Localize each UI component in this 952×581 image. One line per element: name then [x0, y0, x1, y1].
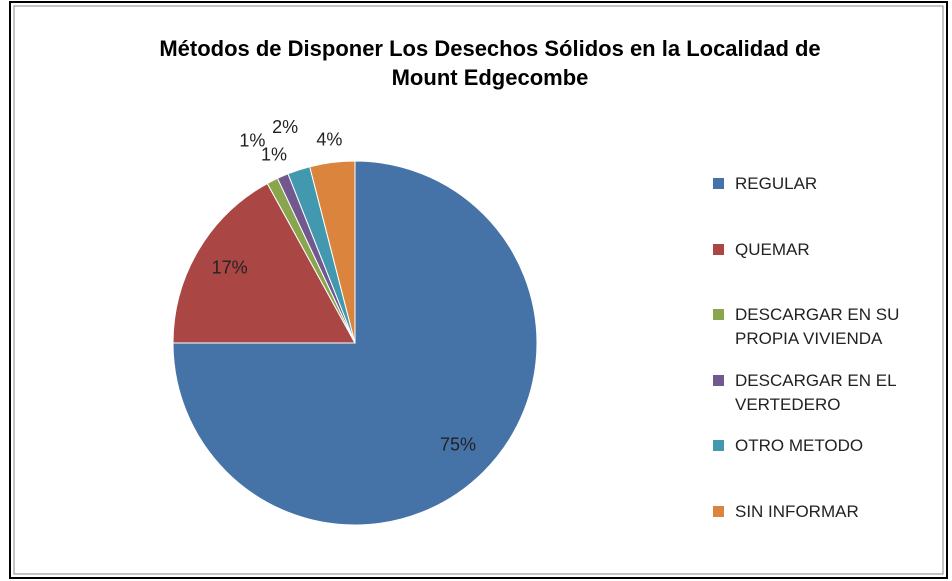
- legend-label: OTRO METODO: [735, 436, 864, 455]
- legend-entry: QUEMAR: [713, 238, 943, 304]
- legend-swatch: [713, 178, 724, 189]
- pie-slice: [172, 160, 538, 526]
- legend-swatch: [713, 440, 724, 451]
- pie-slice: [172, 182, 356, 344]
- legend-entry: REGULAR: [713, 172, 943, 238]
- legend: REGULAR QUEMAR DESCARGAR EN SU PROPIA VIVI…: [713, 172, 943, 565]
- inner-border: [13, 5, 944, 575]
- legend-swatch: [713, 505, 724, 517]
- legend-label: QUEMAR: [735, 239, 810, 259]
- legend-label: SIN INFORMAR: [735, 501, 859, 521]
- data-label: 75%: [440, 435, 476, 455]
- chart-title: Métodos de Disponer Los Desechos Sólidos…: [159, 36, 821, 90]
- legend-swatch: [713, 243, 724, 255]
- data-label: 17%: [212, 258, 248, 278]
- legend-swatch: [713, 309, 724, 320]
- data-label: 1%: [261, 145, 287, 165]
- pie-slice: [309, 160, 356, 344]
- legend-swatch: [713, 374, 724, 386]
- data-label: 4%: [316, 129, 342, 149]
- legend-label: REGULAR: [735, 174, 818, 193]
- data-label: 2%: [272, 117, 298, 137]
- legend-entry: DESCARGAR EN EL VERTEDERO: [713, 369, 943, 435]
- legend-entry: SIN INFORMAR: [713, 500, 943, 566]
- legend-label: DESCARGAR EN EL VERTEDERO: [735, 370, 896, 414]
- data-label: 1%: [239, 130, 265, 150]
- legend-entry: DESCARGAR EN SU PROPIA VIVIENDA: [713, 303, 943, 369]
- outer-border: [9, 1, 948, 579]
- legend-entry: OTRO METODO: [713, 434, 943, 500]
- legend-label: DESCARGAR EN SU PROPIA VIVIENDA: [735, 305, 900, 348]
